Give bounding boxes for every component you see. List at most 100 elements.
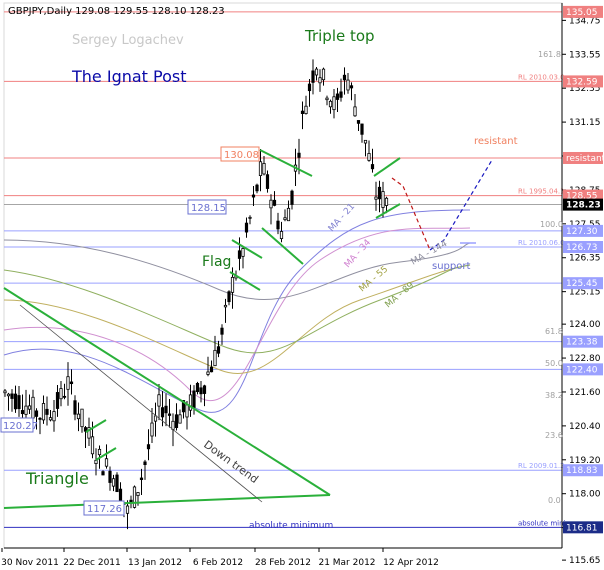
candle-body-109 — [384, 197, 389, 206]
ma-21-curve — [3, 209, 471, 413]
candle-body-102 — [360, 123, 364, 135]
axis-tag-bg-3 — [563, 189, 603, 202]
y-tick-label-2: 132.35 — [569, 84, 601, 94]
axis-tag-bg-2 — [563, 151, 603, 164]
axis-tag-bg-6 — [563, 277, 603, 290]
candle-body-18 — [66, 376, 70, 390]
axis-tag-label-10: 116.81 — [566, 523, 598, 533]
forecast-up-path — [429, 159, 493, 251]
axis-tag-label-4: 127.30 — [566, 227, 598, 237]
top-channel-upper — [259, 149, 313, 177]
axis-tag-label-3: 128.55 — [566, 192, 598, 202]
price-box-117 — [83, 500, 125, 516]
y-tick-label-9: 124.00 — [569, 320, 601, 330]
y-tick-label-16: 115.65 — [569, 556, 601, 566]
candle-body-108 — [381, 191, 385, 208]
candle-body-67 — [237, 250, 242, 259]
candle-body-77 — [272, 199, 277, 206]
candle-body-103 — [363, 139, 368, 144]
candle-body-95 — [335, 93, 340, 100]
candle-body-98 — [346, 79, 350, 91]
candle-body-49 — [174, 414, 179, 429]
candle-body-44 — [157, 394, 161, 407]
candle-body-12 — [45, 408, 49, 415]
candle-body-43 — [153, 415, 158, 422]
candle-body-39 — [139, 477, 144, 480]
dec-flag-lower — [95, 447, 117, 461]
ma-55-curve — [3, 264, 471, 374]
candle-body-89 — [314, 68, 319, 76]
candle-body-16 — [59, 388, 63, 400]
axis-tag-label-8: 122.40 — [566, 365, 598, 375]
wedge-upper — [373, 157, 401, 177]
y-tick-label-8: 125.15 — [569, 288, 601, 298]
triangle-lower-line — [3, 494, 331, 509]
wedge-lower — [375, 203, 401, 219]
candle-body-100 — [353, 106, 357, 117]
flag-lower-line — [229, 271, 261, 291]
candle-body-24 — [87, 427, 91, 439]
candle-body-76 — [269, 199, 273, 209]
last-price-tag-bg — [563, 198, 603, 211]
candle-body-52 — [185, 404, 189, 418]
candle-body-3 — [13, 393, 18, 410]
y-tick-label-13: 119.20 — [569, 456, 601, 466]
price-box-120 — [0, 417, 34, 433]
forecast-down-path — [391, 177, 431, 251]
top-channel-lower — [261, 227, 304, 265]
candle-body-78 — [276, 220, 280, 230]
brand-title: The Ignat Post — [71, 67, 187, 86]
axis-tag-bg-10 — [563, 521, 603, 534]
candle-body-96 — [339, 91, 343, 98]
candle-body-59 — [209, 366, 214, 373]
candle-body-20 — [73, 400, 77, 415]
candle-body-87 — [307, 83, 312, 92]
candle-body-63 — [223, 304, 228, 308]
y-tick-label-7: 126.35 — [569, 254, 601, 264]
price-box-130 — [220, 146, 260, 162]
candle-body-46 — [164, 405, 168, 414]
candle-body-62 — [220, 327, 224, 335]
watermark-text: Sergey Logachev — [72, 33, 184, 48]
candle-body-17 — [62, 395, 67, 398]
candle-body-68 — [241, 248, 245, 257]
candle-body-1 — [6, 393, 11, 397]
axis-tag-label-6: 125.45 — [566, 279, 598, 289]
candle-body-38 — [136, 492, 140, 496]
candle-body-14 — [52, 411, 56, 422]
candle-body-56 — [199, 387, 203, 395]
y-tick-label-12: 120.40 — [569, 422, 601, 432]
candle-body-10 — [38, 417, 42, 420]
axis-tag-label-1: 132.59 — [566, 77, 598, 87]
fib-100-label: 100.0 — [540, 220, 563, 229]
candle-body-42 — [150, 422, 154, 437]
candle-body-86 — [304, 105, 308, 115]
y-tick-label-14: 118.00 — [569, 490, 601, 500]
absolute-minimum-label: absolute minimum — [249, 521, 333, 531]
candle-body-22 — [80, 408, 84, 428]
fib-61-label: 61.8 — [545, 327, 563, 336]
candle-body-28 — [101, 471, 105, 476]
candle-body-65 — [230, 276, 235, 293]
candle-body-0 — [3, 390, 7, 394]
fib-0-label: 0.0 — [548, 496, 561, 505]
candle-body-26 — [94, 459, 98, 464]
y-tick-label-11: 121.60 — [569, 388, 601, 398]
candle-body-71 — [251, 194, 256, 198]
ma-89-curve — [3, 264, 471, 354]
candle-body-82 — [290, 190, 294, 205]
x-tick-label-6: 12 Apr 2012 — [383, 558, 439, 568]
axis-tag-bg-8 — [563, 363, 603, 376]
dec-flag-upper — [85, 419, 107, 433]
candle-body-106 — [374, 196, 378, 200]
candle-body-54 — [192, 390, 196, 408]
candle-body-5 — [20, 410, 25, 415]
candle-body-15 — [55, 392, 60, 409]
candle-body-85 — [300, 110, 305, 114]
axis-tag-label-9: 118.83 — [566, 466, 598, 476]
candle-body-30 — [108, 470, 112, 483]
x-tick-label-3: 6 Feb 2012 — [193, 558, 243, 568]
candle-body-48 — [171, 420, 175, 430]
axis-tag-bg-4 — [563, 224, 603, 237]
price-box-128-label: 128.15 — [191, 203, 226, 214]
